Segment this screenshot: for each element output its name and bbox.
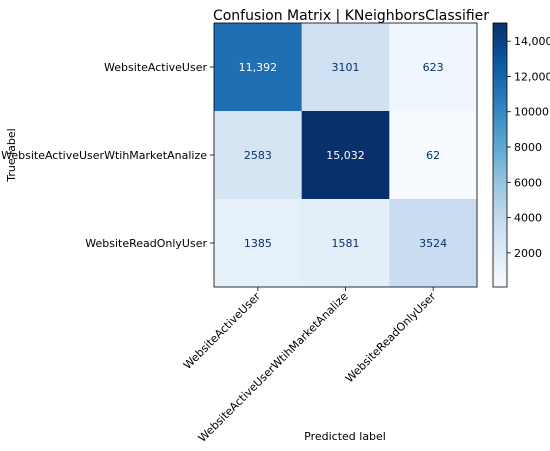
colorbar-ticks: 2000 4000 6000 8000 10000 12,000 14,000 bbox=[507, 35, 550, 260]
x-tick-labels: WebsiteActiveUserWebsiteActiveUserWtihMa… bbox=[181, 287, 439, 445]
colorbar-tick-label: 12,000 bbox=[514, 70, 550, 83]
cell-value-label: 623 bbox=[423, 61, 444, 74]
y-tick-label: WebsiteActiveUser bbox=[104, 61, 207, 74]
x-tick-label: WebsiteActiveUserWtihMarketAnalize bbox=[196, 290, 351, 445]
heatmap-cell bbox=[389, 111, 478, 200]
y-tick-labels: WebsiteActiveUser WebsiteActiveUserWtihMa… bbox=[1, 61, 214, 250]
heatmap-cell bbox=[301, 111, 390, 200]
cell-value-label: 3524 bbox=[419, 237, 447, 250]
colorbar-tick-label: 14,000 bbox=[514, 35, 550, 48]
colorbar-tick-label: 10000 bbox=[514, 106, 549, 119]
colorbar-tick-label: 2000 bbox=[514, 247, 542, 260]
cell-value-label: 1581 bbox=[332, 237, 360, 250]
colorbar-tick-label: 6000 bbox=[514, 176, 542, 189]
heatmap-cells bbox=[214, 23, 478, 288]
heatmap-cell bbox=[214, 23, 303, 112]
heatmap-cell bbox=[214, 199, 303, 288]
cell-value-label: 1385 bbox=[244, 237, 272, 250]
cell-value-labels: 11,392 3101 623 2583 15,032 62 1385 1581 3524 bbox=[239, 61, 448, 250]
cell-value-label: 62 bbox=[426, 149, 440, 162]
heatmap-cell bbox=[301, 23, 390, 112]
heatmap-cell bbox=[389, 199, 478, 288]
cell-value-label: 15,032 bbox=[326, 149, 365, 162]
heatmap-cell bbox=[389, 23, 478, 112]
colorbar bbox=[492, 22, 508, 288]
heatmap-cell bbox=[214, 111, 303, 200]
heatmap-cell bbox=[301, 199, 390, 288]
x-axis-label: Predicted label bbox=[304, 430, 386, 443]
cell-value-label: 11,392 bbox=[239, 61, 278, 74]
colorbar-tick-label: 8000 bbox=[514, 141, 542, 154]
chart-title: Confusion Matrix | KNeighborsClassifier bbox=[213, 8, 489, 24]
y-axis-label: True label bbox=[5, 128, 18, 182]
y-tick-label: WebsiteReadOnlyUser bbox=[85, 237, 207, 250]
x-tick-label: WebsiteActiveUser bbox=[181, 290, 263, 372]
heatmap-frame bbox=[213, 22, 478, 288]
colorbar-tick-label: 4000 bbox=[514, 212, 542, 225]
cell-value-label: 2583 bbox=[244, 149, 272, 162]
y-tick-label: WebsiteActiveUserWtihMarketAnalize bbox=[1, 149, 207, 162]
cell-value-label: 3101 bbox=[332, 61, 360, 74]
x-tick-label: WebsiteReadOnlyUser bbox=[343, 290, 439, 386]
